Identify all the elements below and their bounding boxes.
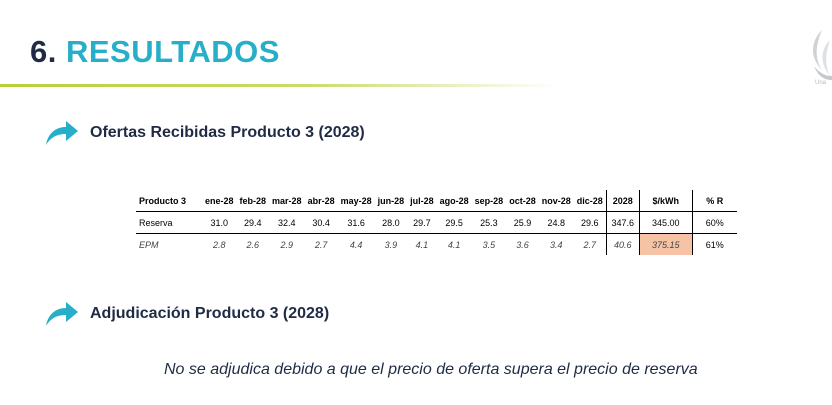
- row-label: EPM: [139, 239, 159, 250]
- table-cell: 31.6: [337, 211, 375, 234]
- column-header: oct-28: [506, 190, 539, 212]
- total-cell: 347.6: [605, 211, 640, 234]
- column-header: abr-28: [304, 190, 338, 212]
- section-heading: Adjudicación Producto 3 (2028): [90, 305, 330, 322]
- column-header: jul-28: [407, 190, 437, 212]
- table-cell: 29.7: [407, 211, 437, 234]
- table-cell: 4.1: [415, 239, 429, 250]
- column-header: 2028: [605, 190, 640, 212]
- total-cell: 40.6: [605, 233, 640, 255]
- column-header: sep-28: [471, 190, 507, 212]
- column-header: $/kWh: [638, 190, 693, 212]
- price-cell-highlighted: 375.15: [638, 233, 693, 255]
- table-cell: 4.1: [447, 239, 461, 250]
- table-cell: 2.7: [583, 239, 596, 250]
- table-cell: 2.8: [213, 239, 226, 250]
- percent-cell: 61%: [691, 233, 737, 255]
- table-cell: 30.4: [304, 211, 338, 234]
- title-underline: [0, 84, 560, 87]
- column-header: Producto 3: [136, 190, 202, 212]
- table-cell: 29.6: [573, 211, 607, 234]
- curved-arrow-icon: [46, 121, 78, 145]
- table-cell: 25.3: [471, 211, 507, 234]
- table-cell: 31.0: [202, 211, 237, 234]
- table-cell: 3.4: [549, 239, 563, 250]
- column-header: feb-28: [236, 190, 270, 212]
- table-cell: 3.9: [384, 239, 398, 250]
- table-cell: 28.0: [374, 211, 408, 234]
- section-heading: Ofertas Recibidas Producto 3 (2028): [90, 124, 365, 141]
- percent-cell: 60%: [691, 211, 737, 234]
- column-header: may-28: [337, 190, 375, 212]
- page-title: 6. RESULTADOS: [30, 34, 280, 70]
- table-cell: 4.4: [349, 239, 363, 250]
- offers-table: Producto 3 ene-28 feb-28 mar-28 abr-28 m…: [136, 190, 737, 255]
- table-header-row: Producto 3 ene-28 feb-28 mar-28 abr-28 m…: [136, 190, 737, 212]
- column-header: dic-28: [573, 190, 607, 212]
- table-cell: 2.7: [314, 239, 328, 250]
- column-header: jun-28: [374, 190, 408, 212]
- column-header: nov-28: [538, 190, 574, 212]
- company-logo: [813, 30, 832, 80]
- section-offers: Ofertas Recibidas Producto 3 (2028): [44, 119, 365, 147]
- curved-arrow-icon: [46, 302, 78, 326]
- adjudication-note: No se adjudica debido a que el precio de…: [164, 361, 698, 378]
- table-cell: 24.8: [538, 211, 574, 234]
- section-title: RESULTADOS: [65, 34, 280, 69]
- table-cell: 32.4: [269, 211, 305, 234]
- table-cell: 29.5: [436, 211, 472, 234]
- table-cell: 2.9: [280, 239, 294, 250]
- column-header: % R: [691, 190, 737, 212]
- column-header: ene-28: [202, 190, 237, 212]
- table-row: Reserva 31.0 29.4 32.4 30.4 31.6 28.0 29…: [136, 211, 737, 234]
- section-adjudication: Adjudicación Producto 3 (2028): [44, 300, 329, 328]
- section-number: 6.: [30, 34, 57, 69]
- table-cell: 3.6: [516, 239, 529, 250]
- table-cell: 3.5: [482, 239, 496, 250]
- logo-subtext: Una: [814, 80, 826, 86]
- table-row: EPM 2.8 2.6 2.9 2.7 4.4 3.9 4.1 4.1 3.5 …: [136, 233, 737, 255]
- column-header: mar-28: [269, 190, 305, 212]
- table-cell: 25.9: [506, 211, 539, 234]
- table-cell: 2.6: [246, 239, 260, 250]
- price-cell: 345.00: [638, 211, 693, 234]
- column-header: ago-28: [436, 190, 472, 212]
- table-cell: 29.4: [236, 211, 270, 234]
- row-label: Reserva: [136, 211, 202, 234]
